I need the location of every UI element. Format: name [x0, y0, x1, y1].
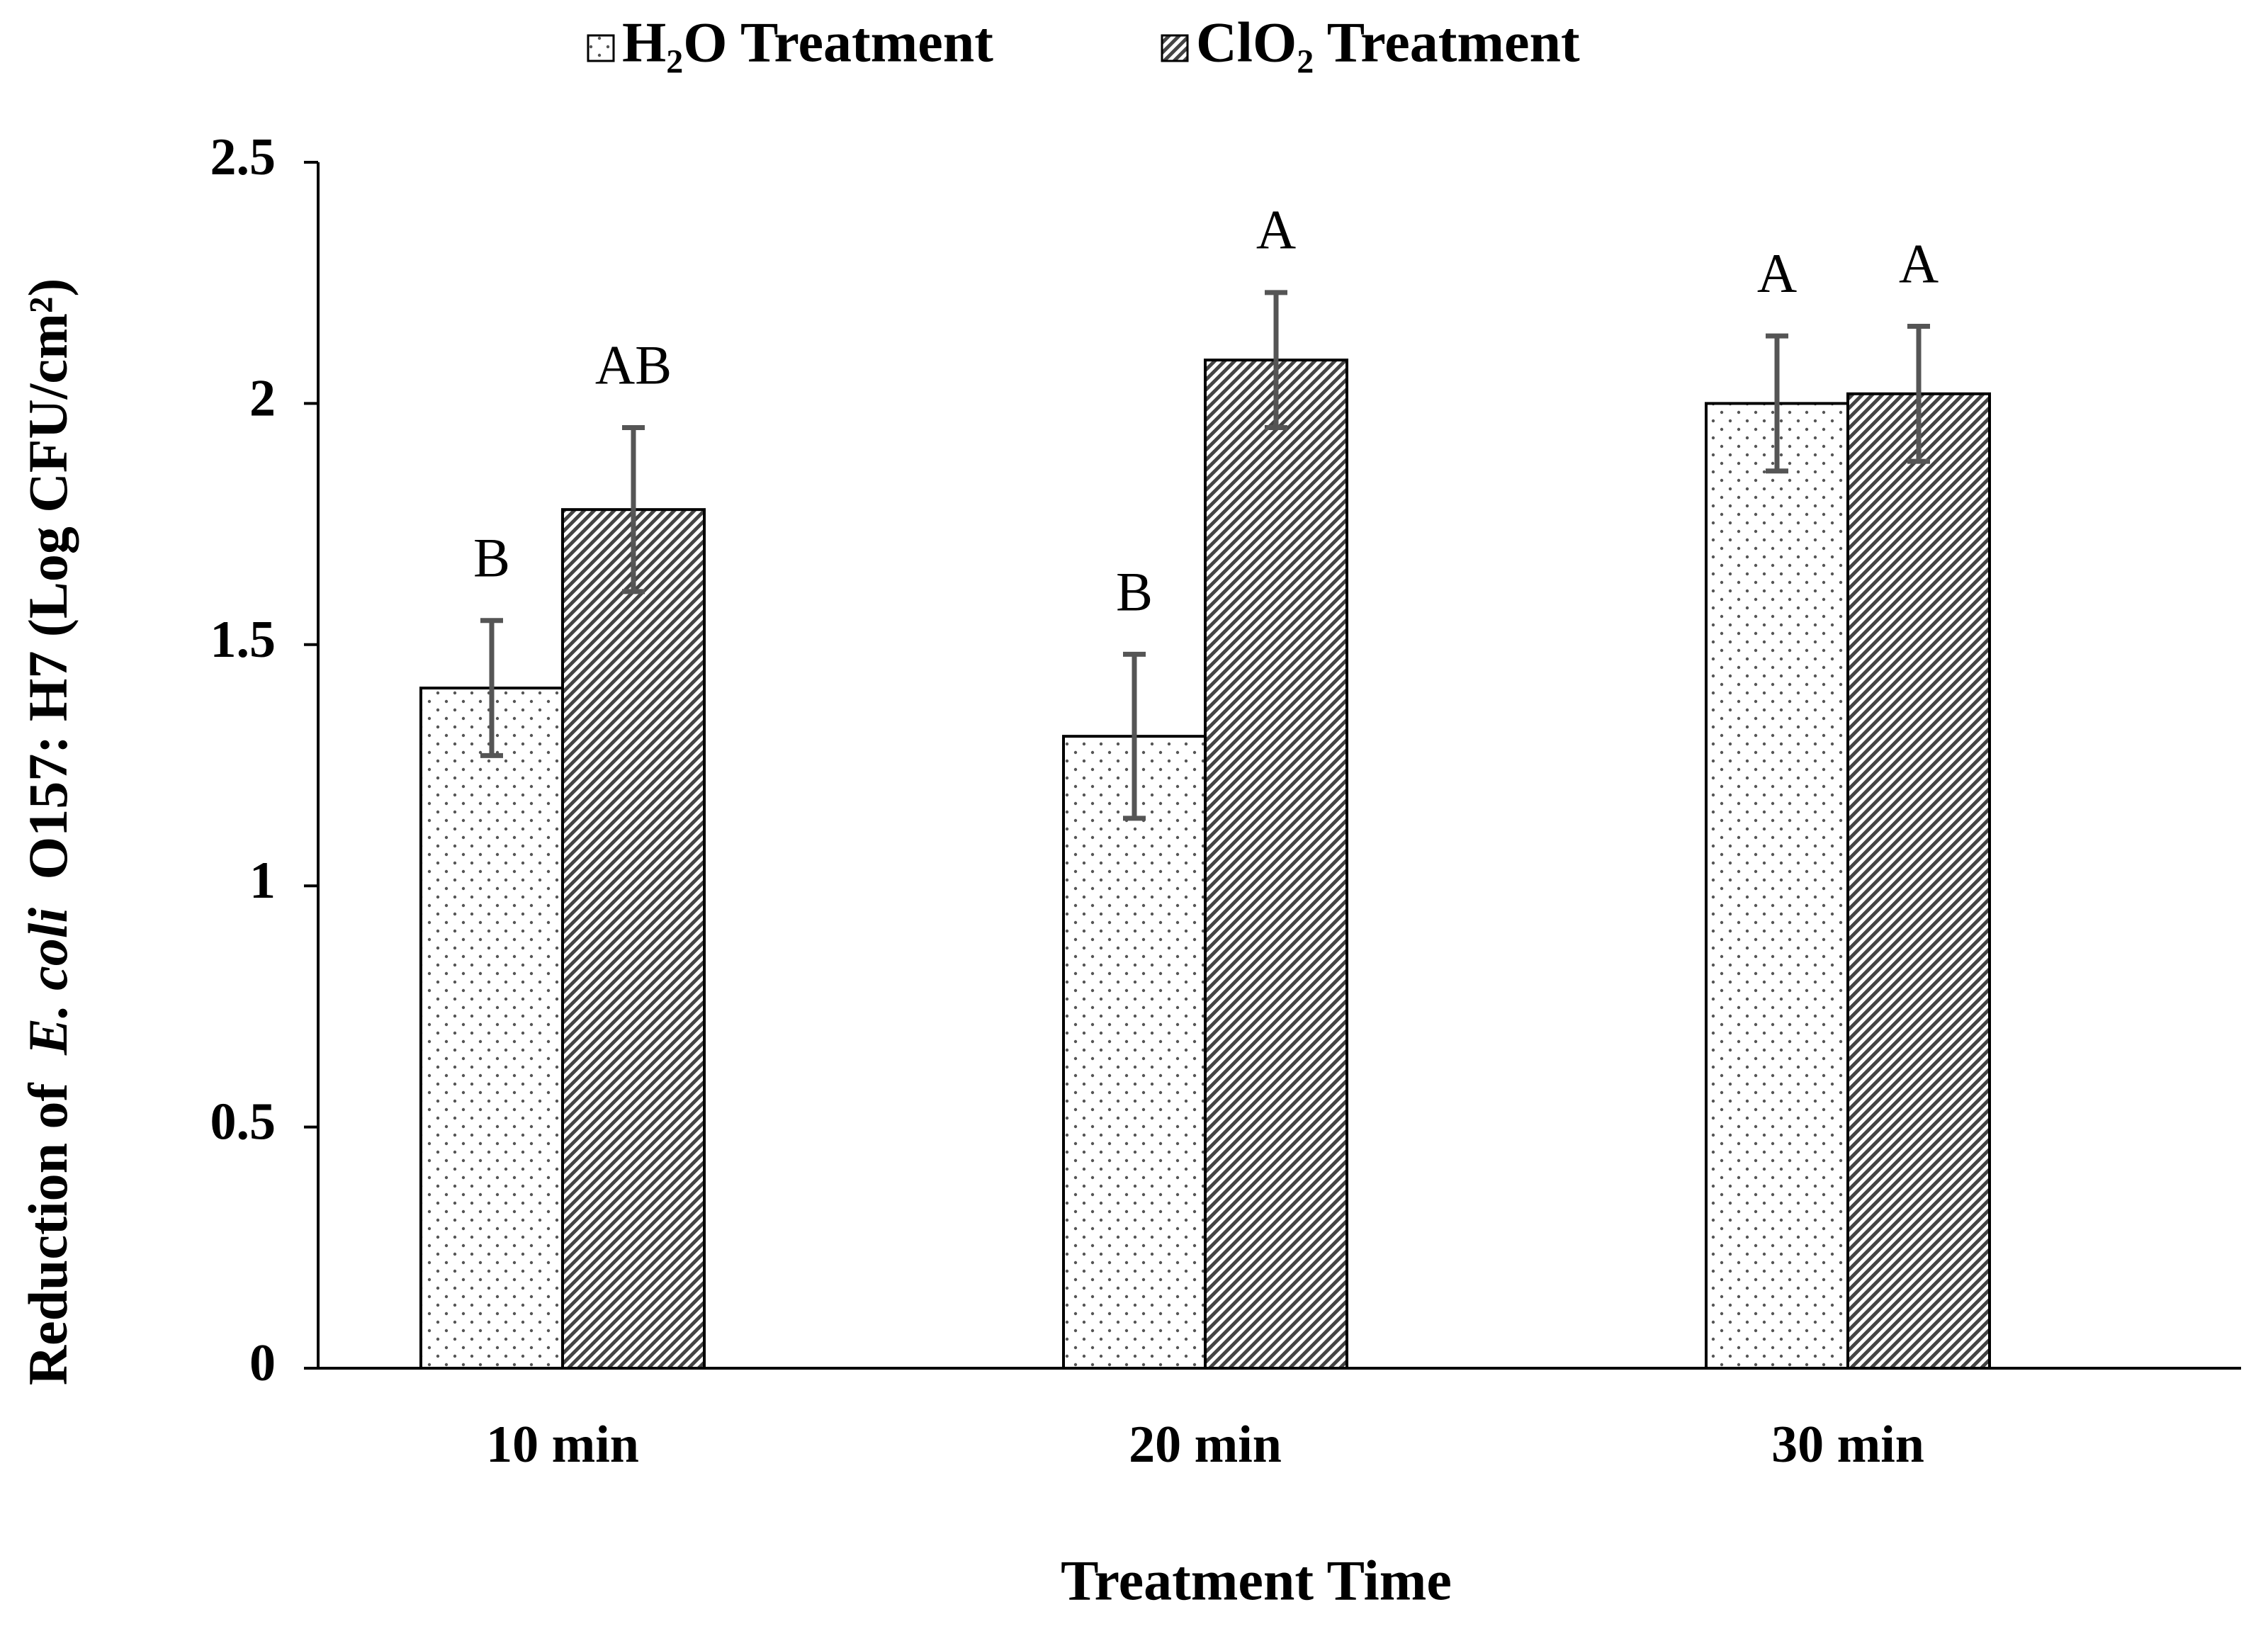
y-tick-label: 1: [249, 852, 276, 910]
significance-letter: B: [473, 527, 510, 589]
error-bar: [480, 618, 503, 758]
x-axis-title: Treatment Time: [1061, 1550, 1452, 1612]
error-bar: [622, 424, 645, 594]
x-tick-label: 20 min: [1129, 1416, 1282, 1474]
bar: [561, 508, 706, 1370]
legend-swatch: [587, 34, 615, 62]
y-axis-title: Reduction of E. coli O157: H7 (Log CFU/c…: [17, 278, 79, 1386]
x-tick-label: 10 min: [486, 1416, 639, 1474]
error-bar: [1265, 290, 1287, 430]
y-axis-title-part: Reduction of: [17, 1082, 79, 1385]
error-bar: [1766, 333, 1788, 474]
x-tick-label: 30 min: [1771, 1416, 1924, 1474]
significance-letter: A: [1256, 199, 1296, 261]
y-tick-label: 0: [249, 1334, 276, 1392]
significance-letter: A: [1757, 242, 1797, 304]
bar: [1204, 359, 1348, 1370]
legend-label: H₂O Treatment: [622, 11, 993, 74]
bar: [1846, 392, 1991, 1370]
y-axis-title-part: O157: H7 (Log CFU/cm²): [17, 278, 79, 880]
significance-letter: AB: [595, 334, 672, 395]
error-bar: [1907, 323, 1930, 464]
significance-letter: B: [1116, 560, 1153, 622]
legend-swatch: [1161, 34, 1189, 62]
bar: [419, 687, 564, 1370]
y-axis-title-part: E. coli: [17, 908, 79, 1056]
error-bar: [1123, 651, 1146, 821]
significance-letter: A: [1899, 232, 1939, 294]
y-tick-label: 2: [249, 369, 276, 427]
bar: [1062, 735, 1207, 1370]
y-tick-label: 1.5: [210, 611, 276, 669]
y-tick-label: 2.5: [210, 128, 276, 186]
y-tick-label: 0.5: [210, 1093, 276, 1151]
legend-label: ClO₂ Treatment: [1196, 11, 1580, 74]
bar: [1705, 402, 1849, 1370]
